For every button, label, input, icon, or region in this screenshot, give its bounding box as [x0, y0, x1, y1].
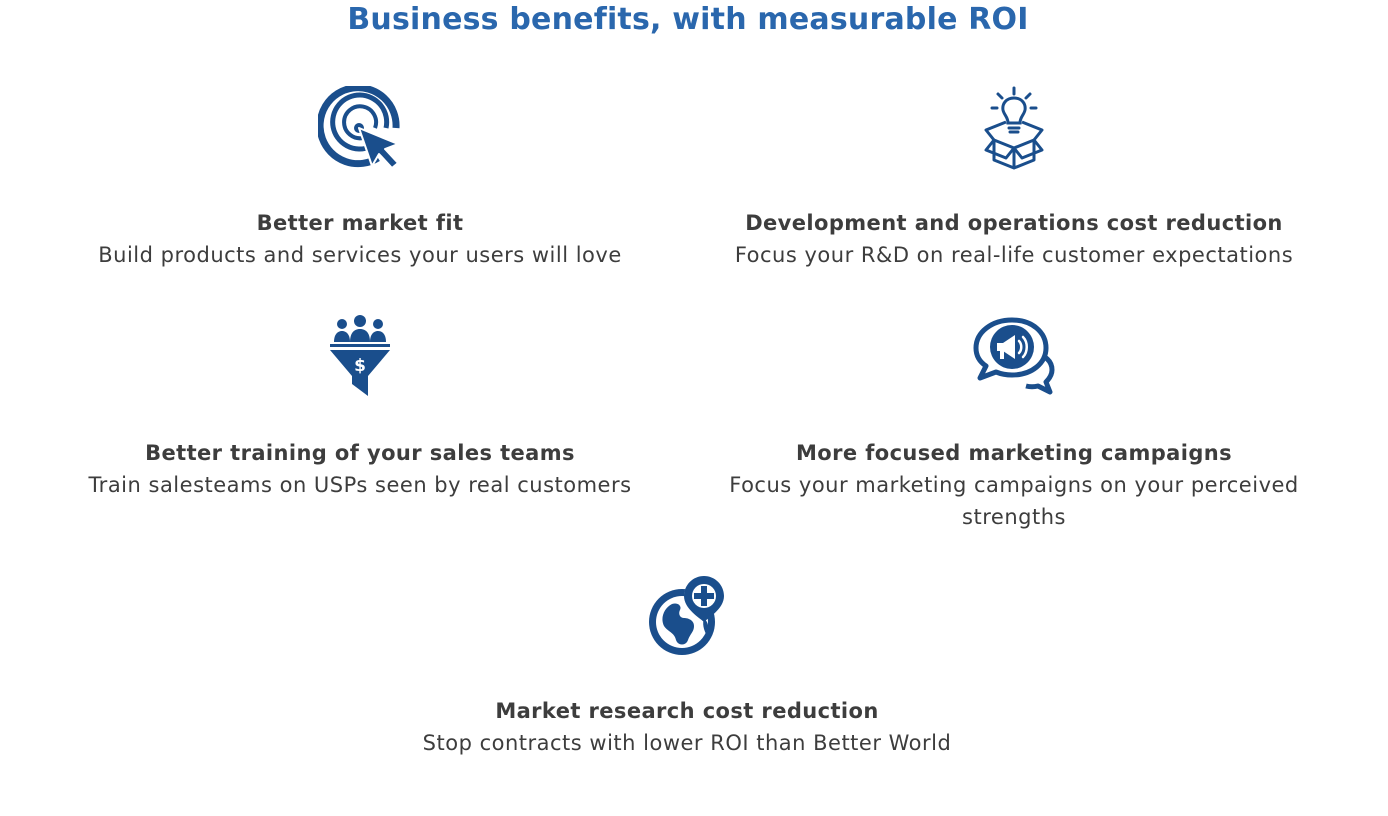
target-cursor-icon — [318, 86, 402, 170]
benefit-focused-marketing: More focused marketing campaigns Focus y… — [700, 310, 1328, 540]
benefit-heading: Better market fit — [256, 211, 464, 235]
benefit-heading: Better training of your sales teams — [145, 441, 575, 465]
svg-text:$: $ — [354, 356, 366, 376]
benefit-heading: Development and operations cost reductio… — [745, 211, 1283, 235]
benefit-description: Stop contracts with lower ROI than Bette… — [422, 731, 952, 755]
benefit-description: Focus your R&D on real-life customer exp… — [734, 243, 1294, 267]
benefit-description: Focus your marketing campaigns on your p… — [729, 473, 1299, 529]
benefit-market-research-cost: Market research cost reduction Stop cont… — [380, 570, 994, 770]
megaphone-chat-icon — [972, 316, 1056, 396]
benefit-description: Train salesteams on USPs seen by real cu… — [88, 473, 632, 497]
benefit-dev-ops-cost-reduction: Development and operations cost reductio… — [700, 80, 1328, 280]
page-title: Business benefits, with measurable ROI — [347, 2, 1029, 37]
benefit-heading: More focused marketing campaigns — [795, 441, 1233, 465]
globe-location-icon — [648, 574, 726, 658]
benefit-sales-training: $ Better training of your sales teams Tr… — [70, 310, 650, 510]
lightbulb-box-icon — [982, 86, 1046, 170]
sales-funnel-icon: $ — [328, 314, 392, 398]
benefit-description: Build products and services your users w… — [98, 243, 622, 267]
benefit-better-market-fit: Better market fit Build products and ser… — [70, 80, 650, 280]
benefit-heading: Market research cost reduction — [495, 699, 879, 723]
